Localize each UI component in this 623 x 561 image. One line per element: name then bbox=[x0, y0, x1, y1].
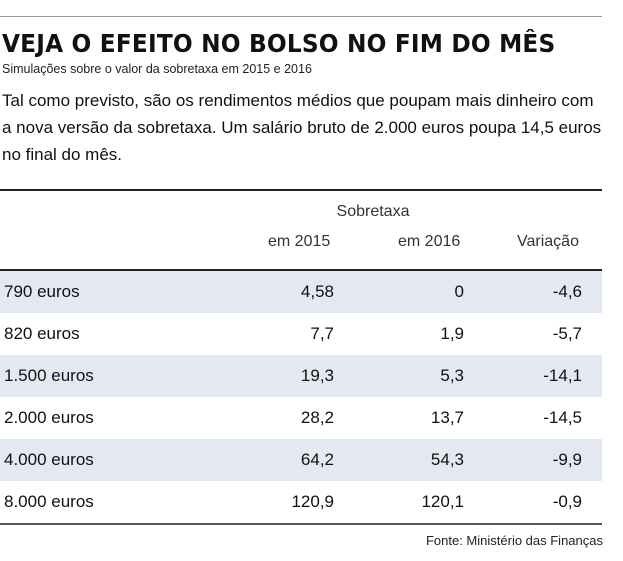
table-row: 790 euros 4,58 0 -4,6 bbox=[0, 271, 602, 313]
headline: VEJA O EFEITO NO BOLSO NO FIM DO MÊS bbox=[2, 29, 556, 58]
table-row: 820 euros 7,7 1,9 -5,7 bbox=[0, 313, 602, 355]
table-column-headers: em 2015 em 2016 Variação bbox=[0, 227, 602, 269]
table-row: 4.000 euros 64,2 54,3 -9,9 bbox=[0, 439, 602, 481]
row-label: 790 euros bbox=[4, 282, 80, 301]
cell-2015: 28,2 bbox=[300, 408, 334, 427]
row-label: 1.500 euros bbox=[4, 366, 94, 385]
cell-variacao: -0,9 bbox=[552, 492, 582, 511]
cell-2016: 120,1 bbox=[421, 492, 464, 511]
group-header-sobretaxa: Sobretaxa bbox=[336, 203, 410, 220]
cell-variacao: -9,9 bbox=[552, 450, 582, 469]
row-label: 8.000 euros bbox=[4, 492, 94, 511]
source-note: Fonte: Ministério das Finanças bbox=[425, 533, 603, 548]
row-label: 4.000 euros bbox=[4, 450, 94, 469]
cell-2016: 54,3 bbox=[430, 450, 464, 469]
table-row: 2.000 euros 28,2 13,7 -14,5 bbox=[0, 397, 602, 439]
column-header-2015: em 2015 bbox=[268, 233, 331, 250]
top-rule bbox=[0, 16, 602, 17]
row-label: 2.000 euros bbox=[4, 408, 94, 427]
cell-2016: 5,3 bbox=[440, 366, 464, 385]
table-group-header: Sobretaxa bbox=[0, 191, 602, 227]
cell-2015: 4,58 bbox=[300, 282, 334, 301]
cell-2015: 19,3 bbox=[300, 366, 334, 385]
cell-2016: 13,7 bbox=[430, 408, 464, 427]
cell-variacao: -14,5 bbox=[543, 408, 582, 427]
table-row: 1.500 euros 19,3 5,3 -14,1 bbox=[0, 355, 602, 397]
table-top-rule bbox=[0, 189, 602, 191]
subtitle: Simulações sobre o valor da sobretaxa em… bbox=[2, 62, 312, 76]
data-table: Sobretaxa em 2015 em 2016 Variação 790 e… bbox=[0, 189, 602, 525]
cell-2015: 120,9 bbox=[291, 492, 334, 511]
intro-paragraph: Tal como previsto, são os rendimentos mé… bbox=[2, 91, 602, 164]
table-row: 8.000 euros 120,9 120,1 -0,9 bbox=[0, 481, 602, 523]
cell-2015: 64,2 bbox=[300, 450, 334, 469]
column-header-variacao: Variação bbox=[517, 233, 579, 250]
cell-variacao: -14,1 bbox=[543, 366, 582, 385]
cell-2016: 1,9 bbox=[440, 324, 464, 343]
row-label: 820 euros bbox=[4, 324, 80, 343]
cell-2016: 0 bbox=[454, 282, 464, 301]
cell-2015: 7,7 bbox=[310, 324, 334, 343]
column-header-2016: em 2016 bbox=[398, 233, 461, 250]
table-header-rule bbox=[0, 269, 602, 271]
cell-variacao: -5,7 bbox=[552, 324, 582, 343]
table-bottom-rule bbox=[0, 523, 602, 525]
cell-variacao: -4,6 bbox=[552, 282, 582, 301]
